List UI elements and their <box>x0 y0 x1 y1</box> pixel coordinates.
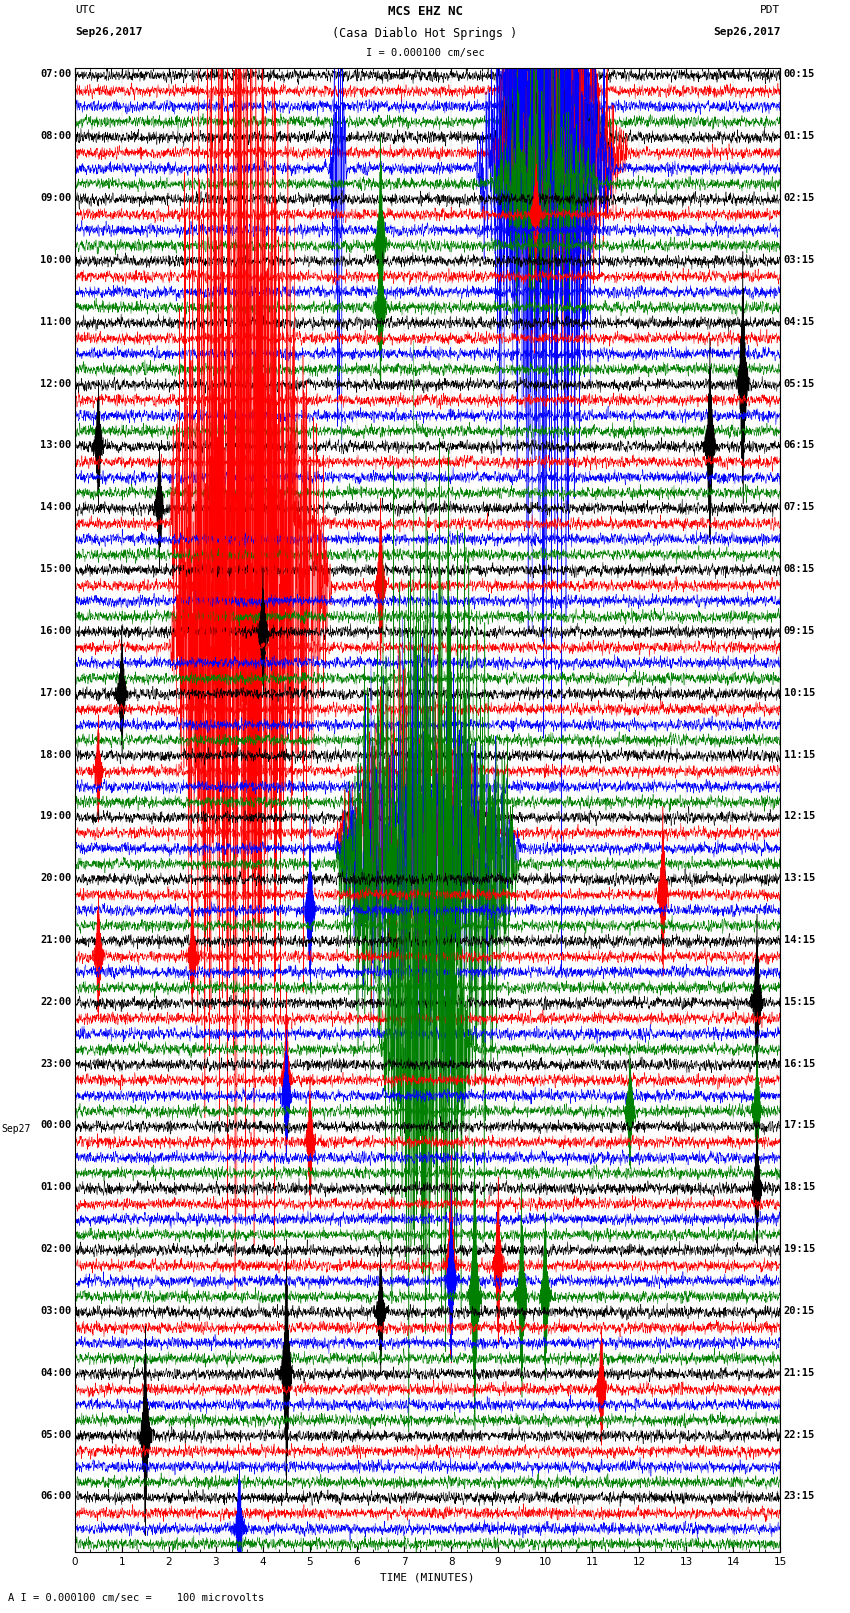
Text: 12:15: 12:15 <box>784 811 815 821</box>
Text: 04:15: 04:15 <box>784 316 815 327</box>
Text: 17:00: 17:00 <box>40 687 71 698</box>
Text: 07:15: 07:15 <box>784 502 815 513</box>
Text: I = 0.000100 cm/sec: I = 0.000100 cm/sec <box>366 48 484 58</box>
Text: 00:00: 00:00 <box>40 1121 71 1131</box>
Text: 04:00: 04:00 <box>40 1368 71 1378</box>
Text: A I = 0.000100 cm/sec =    100 microvolts: A I = 0.000100 cm/sec = 100 microvolts <box>8 1594 264 1603</box>
Text: 01:15: 01:15 <box>784 131 815 142</box>
Text: Sep26,2017: Sep26,2017 <box>75 27 142 37</box>
Text: 03:00: 03:00 <box>40 1307 71 1316</box>
Text: 22:15: 22:15 <box>784 1429 815 1440</box>
Text: 16:15: 16:15 <box>784 1058 815 1069</box>
Text: 23:00: 23:00 <box>40 1058 71 1069</box>
Text: 13:00: 13:00 <box>40 440 71 450</box>
Text: 06:15: 06:15 <box>784 440 815 450</box>
Text: 12:00: 12:00 <box>40 379 71 389</box>
Text: 14:00: 14:00 <box>40 502 71 513</box>
Text: 18:00: 18:00 <box>40 750 71 760</box>
Text: Sep27: Sep27 <box>2 1124 31 1134</box>
Text: MCS EHZ NC: MCS EHZ NC <box>388 5 462 18</box>
Text: PDT: PDT <box>760 5 780 15</box>
Text: UTC: UTC <box>75 5 95 15</box>
Text: 02:00: 02:00 <box>40 1244 71 1255</box>
Text: 13:15: 13:15 <box>784 873 815 884</box>
Text: 14:15: 14:15 <box>784 936 815 945</box>
Text: (Casa Diablo Hot Springs ): (Casa Diablo Hot Springs ) <box>332 27 518 40</box>
Text: 20:00: 20:00 <box>40 873 71 884</box>
Text: 09:15: 09:15 <box>784 626 815 636</box>
Text: 00:15: 00:15 <box>784 69 815 79</box>
Text: 22:00: 22:00 <box>40 997 71 1007</box>
Text: 21:15: 21:15 <box>784 1368 815 1378</box>
Text: 06:00: 06:00 <box>40 1492 71 1502</box>
Text: 16:00: 16:00 <box>40 626 71 636</box>
Text: 21:00: 21:00 <box>40 936 71 945</box>
Text: 08:00: 08:00 <box>40 131 71 142</box>
Text: 19:15: 19:15 <box>784 1244 815 1255</box>
Text: 15:15: 15:15 <box>784 997 815 1007</box>
Text: 17:15: 17:15 <box>784 1121 815 1131</box>
Text: 07:00: 07:00 <box>40 69 71 79</box>
Text: 19:00: 19:00 <box>40 811 71 821</box>
Text: 23:15: 23:15 <box>784 1492 815 1502</box>
Text: 09:00: 09:00 <box>40 194 71 203</box>
Text: 10:15: 10:15 <box>784 687 815 698</box>
Text: 01:00: 01:00 <box>40 1182 71 1192</box>
Text: Sep26,2017: Sep26,2017 <box>713 27 780 37</box>
Text: 08:15: 08:15 <box>784 565 815 574</box>
Text: 10:00: 10:00 <box>40 255 71 265</box>
Text: 02:15: 02:15 <box>784 194 815 203</box>
Text: 03:15: 03:15 <box>784 255 815 265</box>
Text: 05:15: 05:15 <box>784 379 815 389</box>
Text: 05:00: 05:00 <box>40 1429 71 1440</box>
Text: 15:00: 15:00 <box>40 565 71 574</box>
Text: 20:15: 20:15 <box>784 1307 815 1316</box>
X-axis label: TIME (MINUTES): TIME (MINUTES) <box>380 1573 475 1582</box>
Text: 11:15: 11:15 <box>784 750 815 760</box>
Text: 11:00: 11:00 <box>40 316 71 327</box>
Text: 18:15: 18:15 <box>784 1182 815 1192</box>
